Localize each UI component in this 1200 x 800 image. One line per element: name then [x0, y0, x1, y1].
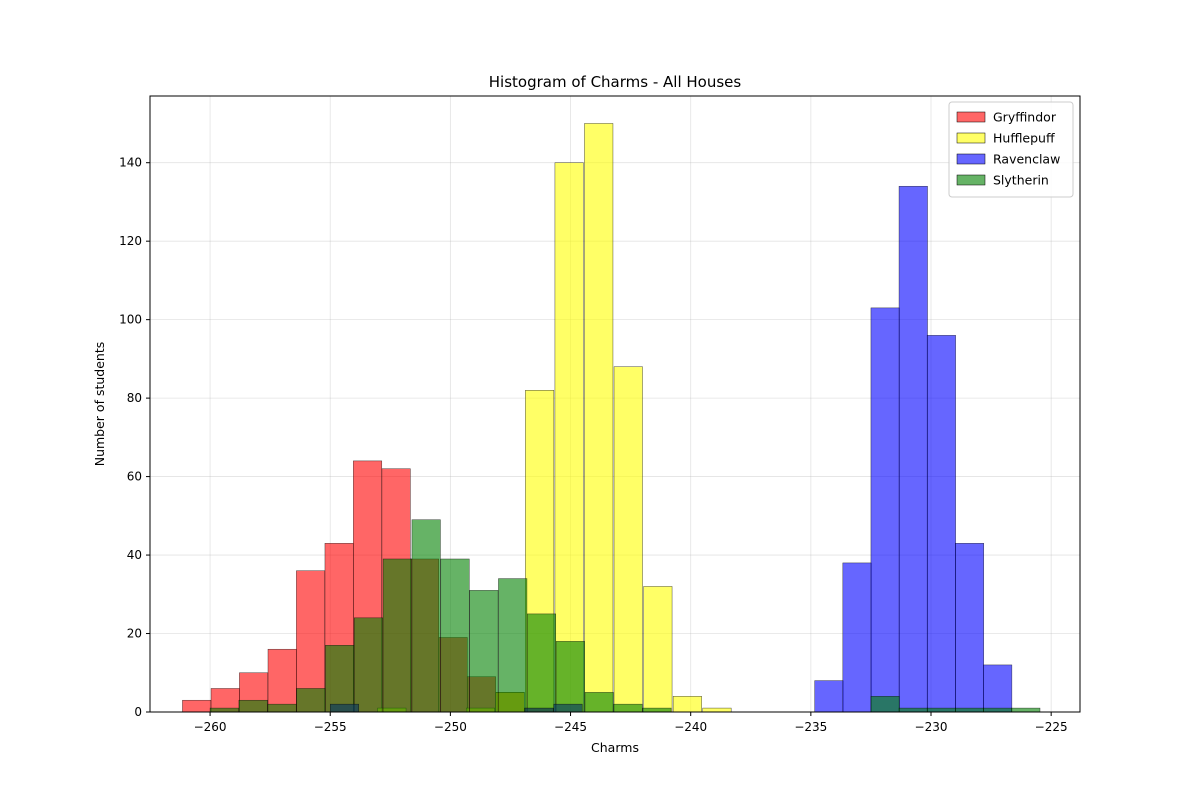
slytherin-bar	[555, 641, 585, 713]
hufflepuff-bar	[584, 123, 614, 713]
y-tick-label: 140	[119, 156, 142, 170]
slytherin-bar	[613, 703, 643, 713]
x-tick-label: −240	[674, 720, 707, 734]
slytherin-bar	[642, 707, 672, 713]
slytherin-bar	[926, 707, 956, 713]
x-axis-label: Charms	[591, 740, 639, 755]
slytherin-bar	[955, 707, 985, 713]
legend: Gryffindor Hufflepuff Ravenclaw Slytherin	[948, 101, 1074, 198]
x-tick-label: −235	[794, 720, 827, 734]
hufflepuff-bar	[643, 586, 673, 713]
legend-swatch	[956, 153, 986, 165]
ravenclaw-bar	[926, 335, 956, 713]
legend-box	[948, 101, 1074, 198]
gryffindor-bar	[267, 648, 297, 713]
bars	[182, 123, 1041, 713]
slytherin-bar	[382, 558, 412, 713]
y-tick-label: 0	[134, 705, 142, 719]
gryffindor-bar	[182, 699, 212, 713]
legend-label: Ravenclaw	[993, 152, 1060, 167]
hufflepuff-bar	[613, 366, 643, 713]
x-tick-label: −245	[554, 720, 587, 734]
slytherin-bar	[411, 519, 441, 713]
overlap-bar	[329, 703, 359, 713]
x-tick-label: −260	[194, 720, 227, 734]
ravenclaw-bar	[870, 307, 900, 713]
slytherin-bar	[209, 707, 239, 713]
slytherin-bar	[584, 692, 614, 713]
slytherin-bar	[527, 613, 557, 713]
hufflepuff-bar	[702, 707, 732, 713]
y-tick-label: 60	[127, 470, 142, 484]
legend-swatch	[956, 174, 986, 186]
slytherin-bar	[870, 696, 900, 713]
y-axis-label: Number of students	[92, 342, 107, 467]
ravenclaw-bar	[955, 543, 985, 713]
y-tick-label: 120	[119, 234, 142, 248]
y-tick-label: 40	[127, 548, 142, 562]
ravenclaw-bar	[983, 664, 1013, 713]
slytherin-bar	[898, 707, 928, 713]
overlap-bar	[553, 703, 583, 713]
ravenclaw-bar	[898, 185, 928, 713]
slytherin-bar	[238, 699, 268, 713]
slytherin-bar	[469, 590, 499, 713]
x-tick-label: −225	[1035, 720, 1068, 734]
slytherin-bar	[440, 558, 470, 713]
slytherin-bar	[498, 578, 528, 713]
ravenclaw-bar	[842, 562, 872, 713]
slytherin-bar	[296, 688, 326, 713]
legend-swatch	[956, 111, 986, 123]
slytherin-bar	[325, 645, 355, 713]
axis-ticks: −260 −255 −250 −245 −240 −235 −230 −225 0 20 40 60 8…	[119, 156, 1068, 734]
legend-label: Slytherin	[993, 173, 1049, 188]
slytherin-bar	[983, 707, 1013, 713]
legend-label: Gryffindor	[993, 110, 1057, 125]
hufflepuff-bar	[554, 162, 584, 713]
hufflepuff-bar	[672, 696, 702, 713]
legend-label: Hufflepuff	[993, 131, 1055, 146]
ravenclaw-bar	[814, 680, 844, 713]
y-tick-label: 20	[127, 627, 142, 641]
slytherin-bar	[267, 703, 297, 713]
overlap-bar	[524, 707, 554, 713]
x-tick-label: −230	[915, 720, 948, 734]
y-tick-label: 80	[127, 391, 142, 405]
x-tick-label: −250	[434, 720, 467, 734]
slytherin-bar	[1011, 707, 1041, 713]
legend-swatch	[956, 132, 986, 144]
x-tick-label: −255	[314, 720, 347, 734]
plot-frame	[149, 95, 1081, 713]
chart-title: Histogram of Charms - All Houses	[489, 73, 742, 91]
y-tick-label: 100	[119, 313, 142, 327]
slytherin-bar	[354, 617, 383, 713]
